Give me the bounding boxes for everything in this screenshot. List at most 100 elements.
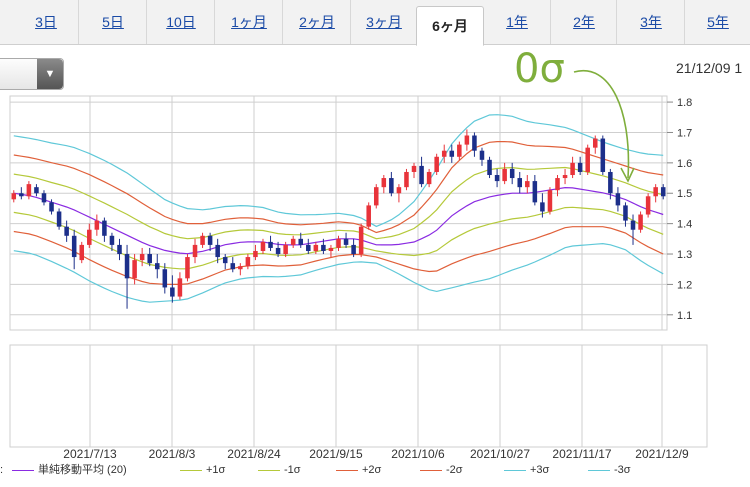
candle-body [64,226,69,236]
x-tick-label: 2021/8/24 [227,447,281,461]
candle-body [608,171,613,194]
tab-3-days[interactable]: 3日 [35,14,57,30]
x-tick-label: 2021/9/15 [309,447,363,461]
annotation-arrow [573,69,630,179]
candle-body [290,238,296,245]
legend-item-plus2sigma: +2σ [336,463,381,477]
candle-body [396,187,402,194]
candle-body [358,226,364,255]
y-tick-label: 1.3 [677,249,692,261]
candle-body [411,165,417,172]
candle-body [472,135,477,151]
candle-body [170,287,175,297]
band-minus2sigma [13,226,664,285]
candle-body [253,250,258,258]
candle-body [11,193,17,200]
legend-swatch [180,469,202,471]
candle-body [94,220,100,230]
candle-body [343,238,349,245]
candle-body [147,254,152,264]
candle-body [660,187,666,197]
candle-body [268,241,273,248]
tab-1-month[interactable]: 1ヶ月 [214,0,283,44]
y-tick-label: 1.7 [677,127,692,139]
x-tick-label: 2021/8/3 [149,447,196,461]
candle-body [260,241,266,251]
candle-body [328,247,334,251]
candle-body [381,178,387,188]
candle-body [434,156,439,172]
candle-body [509,168,515,179]
band-plus1sigma [13,166,664,240]
candle-body [404,171,409,188]
y-tick-label: 1.8 [677,97,692,109]
candle-body [373,187,379,206]
candle-body [185,257,190,279]
legend-prefix: : [0,464,4,476]
candle-body [49,202,54,212]
y-tick-label: 1.1 [677,310,692,322]
candle-body [132,260,137,279]
tab-3-years[interactable]: 3年 [616,0,685,44]
legend-swatch [588,469,610,471]
candle-body [124,254,130,279]
candle-body [366,205,371,227]
candle-body [238,266,243,270]
band-plus2sigma [13,141,664,234]
candle-body [494,175,500,182]
candle-body [479,150,485,160]
candle-body [71,235,77,258]
candle-body [441,150,447,157]
legend-swatch [420,469,442,471]
tab-6-months[interactable]: 6ヶ月 [416,6,484,46]
candle-body [577,162,583,172]
tab-3-months[interactable]: 3ヶ月 [350,0,417,44]
candle-body [34,187,39,194]
tab-1-year[interactable]: 1年 [506,14,528,30]
candle-body [102,220,107,236]
candle-body [283,244,288,255]
y-tick-label: 1.5 [677,188,692,200]
band-minus3sigma [13,242,664,303]
y-tick-label: 1.6 [677,158,692,170]
candle-body [600,138,606,172]
candle-body [207,235,213,245]
candle-body [298,238,304,245]
legend-item-sma: 単純移動平均 (20) [12,463,127,477]
tab-5-days[interactable]: 5日 [78,0,147,44]
candle-body [222,257,228,264]
date-label: 21/12/09 1 [676,60,743,76]
period-tab-bar: 3日 5日 10日 1ヶ月 2ヶ月 3ヶ月 6ヶ月 1年 2年 3年 5年 [0,0,750,46]
candle-body [517,178,523,188]
candle-body [79,244,85,261]
tab-2-years[interactable]: 2年 [550,0,617,44]
candle-body [638,214,643,230]
tab-10-days[interactable]: 10日 [146,0,215,44]
candle-body [162,269,168,288]
x-tick-label: 2021/10/27 [470,447,530,461]
candle-body [26,184,32,197]
candle-body [426,171,432,185]
candle-body [19,193,24,197]
legend-swatch [12,469,34,471]
candle-body [389,178,394,194]
y-tick-label: 1.4 [677,219,692,231]
tab-5-years[interactable]: 5年 [684,0,750,44]
candle-body [615,193,621,206]
indicator-select[interactable]: ▼ [0,58,64,90]
candle-body [570,162,575,176]
bollinger-chart: 1.8 1.7 1.6 1.5 1.4 1.3 1.2 1.1 2021/7/13 2021/8… [9,69,708,461]
x-axis: 2021/7/13 2021/8/3 2021/8/24 2021/9/15 2021/… [63,447,689,461]
chevron-down-icon[interactable]: ▼ [37,59,63,89]
candle-body [540,202,545,212]
candle-body [351,244,356,255]
candle-body [200,235,205,245]
candle-body [245,257,251,267]
candle-body [502,168,507,182]
candle-body [336,238,341,248]
x-tick-label: 2021/11/17 [552,447,611,461]
candle-body [525,181,530,188]
plot-frame [9,95,668,331]
tab-2-months[interactable]: 2ヶ月 [282,0,351,44]
candle-body [449,150,455,157]
